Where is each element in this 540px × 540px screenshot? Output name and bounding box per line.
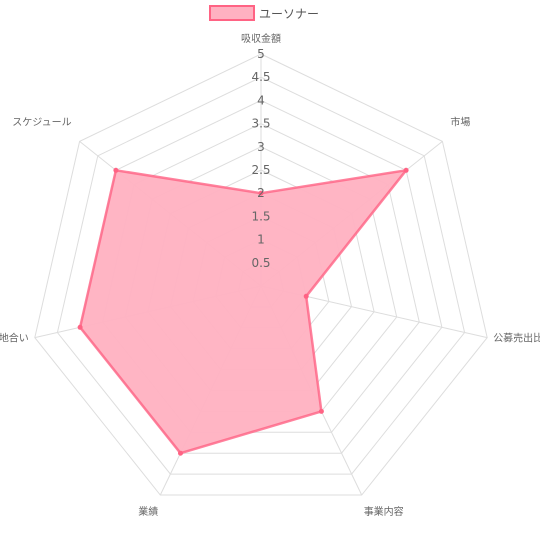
data-point	[318, 408, 324, 414]
tick-labels: 0.5 1 1.5 2 2.5 3 3.5 4 4.5 5	[251, 47, 270, 270]
data-point	[258, 190, 264, 196]
axis-label: 業績	[138, 505, 158, 518]
data-point	[113, 167, 119, 173]
tick-label: 4.5	[251, 70, 270, 84]
legend[interactable]: ユーソナー	[209, 5, 319, 21]
grid-ring	[34, 53, 488, 496]
data-point	[403, 167, 409, 173]
axis-label: スケジュール	[12, 116, 71, 128]
axis-label: 吸収金額	[241, 32, 281, 45]
data-point	[303, 293, 309, 299]
data-point	[178, 450, 183, 456]
axis-label: 地合い	[0, 332, 29, 345]
series-layer	[77, 167, 409, 456]
tick-label: 0.5	[251, 256, 270, 270]
tick-label: 5	[257, 47, 265, 61]
tick-label: 3.5	[251, 117, 270, 131]
data-point	[77, 324, 83, 330]
tick-label: 2	[257, 186, 265, 200]
grid-ring	[56, 76, 466, 475]
series-area	[78, 169, 408, 455]
axis-label: 市場	[450, 115, 470, 128]
tick-label: 1.5	[251, 209, 270, 223]
axis-label: 事業内容	[364, 505, 404, 518]
legend-label: ユーソナー	[259, 7, 319, 21]
axis-label: 公募売出比	[493, 332, 540, 345]
tick-label: 2.5	[251, 163, 270, 177]
legend-swatch	[209, 5, 255, 21]
tick-label: 3	[257, 140, 265, 154]
tick-label: 4	[257, 93, 265, 107]
tick-label: 1	[257, 233, 265, 247]
